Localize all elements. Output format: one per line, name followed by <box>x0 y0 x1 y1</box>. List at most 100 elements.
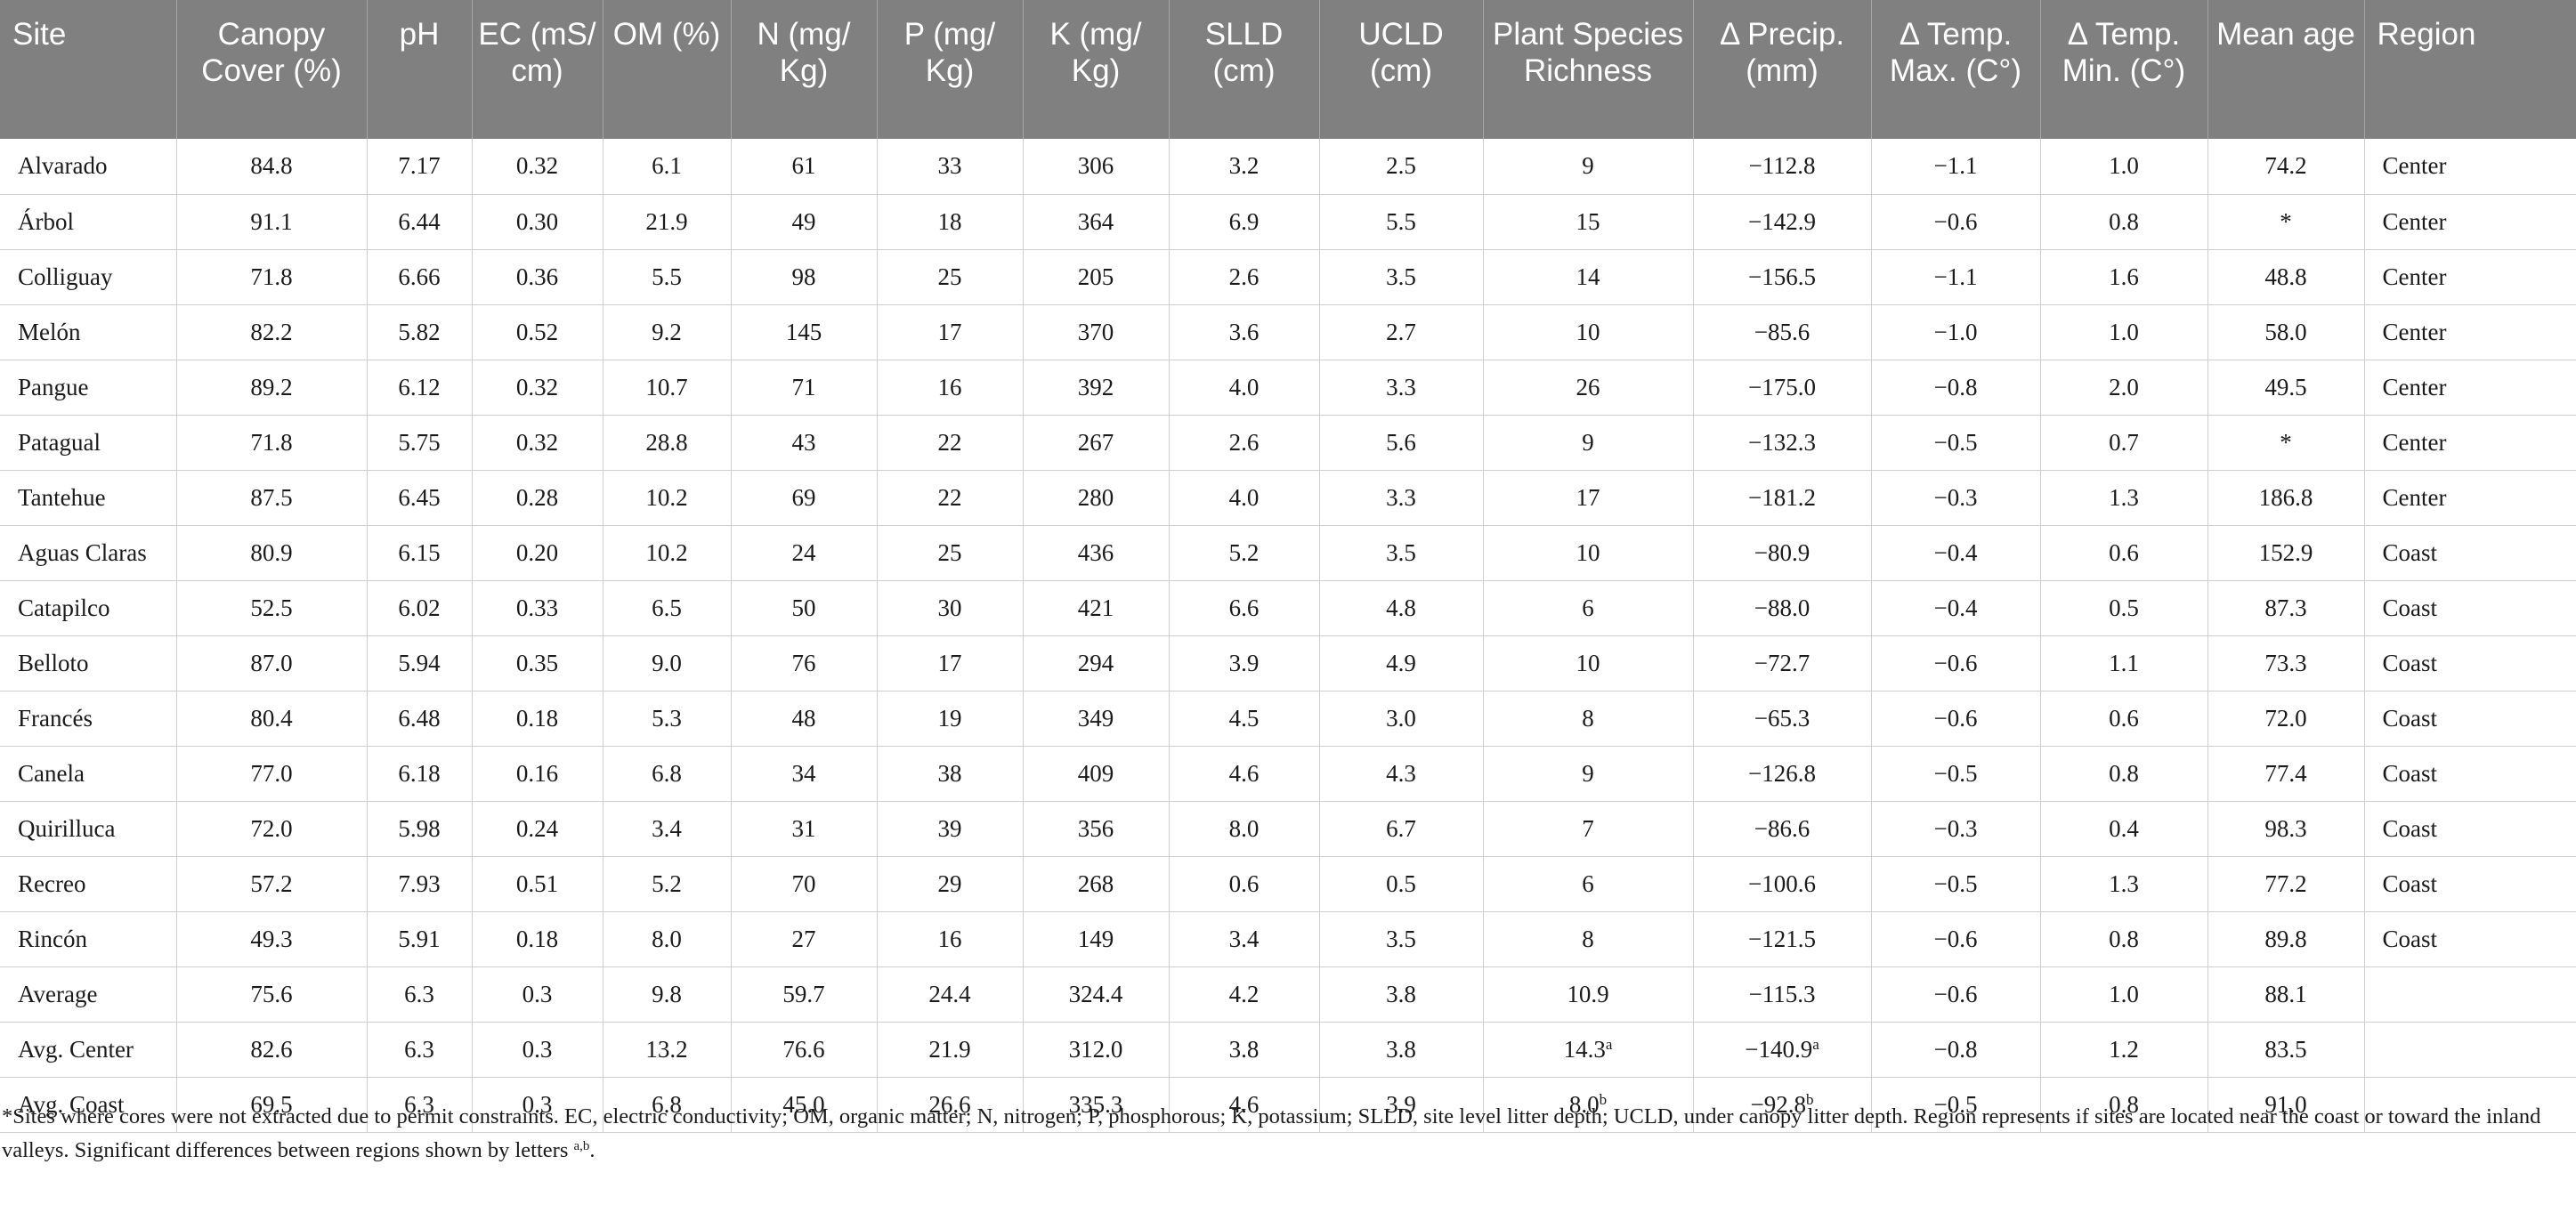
table-cell: −0.6 <box>1871 966 2041 1023</box>
table-cell: 9.0 <box>603 635 732 691</box>
table-cell: Center <box>2364 470 2576 526</box>
column-header: Δ Precip. (mm) <box>1693 0 1872 139</box>
table-cell: Aguas Claras <box>0 525 177 581</box>
cell-value: 1.1 <box>2109 649 2139 676</box>
table-cell: 21.9 <box>877 1022 1024 1078</box>
table-cell: 6.44 <box>367 194 473 250</box>
table-cell: 6.12 <box>367 360 473 416</box>
table-cell: 77.2 <box>2207 856 2365 912</box>
table-cell: 0.5 <box>1319 856 1484 912</box>
table-cell: 19 <box>877 691 1024 747</box>
cell-value: Canela <box>18 759 85 787</box>
cell-value: 1.3 <box>2109 483 2139 511</box>
cell-value: 5.5 <box>652 263 682 290</box>
cell-value: 5.2 <box>1228 538 1260 566</box>
table-cell: 0.32 <box>472 139 603 195</box>
cell-value: 3.8 <box>1386 980 1416 1007</box>
table-cell: 267 <box>1023 415 1170 471</box>
cell-value: 0.6 <box>2109 538 2139 566</box>
significance-letter: b <box>1599 1090 1608 1108</box>
table-cell: Patagual <box>0 415 177 471</box>
cell-value: 267 <box>1077 428 1114 456</box>
table-cell: 75.6 <box>176 966 368 1023</box>
cell-value: 0.6 <box>2109 704 2139 732</box>
cell-value: 2.0 <box>2109 373 2139 400</box>
cell-value: 83.5 <box>2264 1035 2307 1063</box>
table-row: Quirilluca 72.0 5.98 0.24 3.4 31 39 356 8.0 6.7 7 −… <box>0 801 2576 857</box>
table-cell: 409 <box>1023 746 1170 802</box>
table-cell: 21.9 <box>603 194 732 250</box>
cell-value: 0.6 <box>1228 869 1260 897</box>
table-cell: Coast <box>2364 691 2576 747</box>
cell-value: 0.28 <box>515 483 559 511</box>
cell-value: 436 <box>1077 538 1114 566</box>
table-cell: −0.8 <box>1871 360 2041 416</box>
table-cell: 0.5 <box>2040 580 2208 636</box>
table-cell: 0.6 <box>2040 525 2208 581</box>
cell-value: Center <box>2382 263 2447 290</box>
footnote-end: . <box>589 1138 595 1162</box>
cell-value: −0.3 <box>1933 483 1978 511</box>
cell-value: 364 <box>1077 207 1114 235</box>
table-row: Recreo 57.2 7.93 0.51 5.2 70 29 268 0.6 0.5 6 −100.… <box>0 856 2576 912</box>
table-cell: Canela <box>0 746 177 802</box>
cell-value: 43 <box>791 428 816 456</box>
table-cell: 370 <box>1023 304 1170 360</box>
cell-value: 24 <box>791 538 816 566</box>
table-cell: 364 <box>1023 194 1170 250</box>
cell-value: 2.6 <box>1228 263 1260 290</box>
cell-value: 13.2 <box>645 1035 688 1063</box>
table-cell: 8 <box>1483 691 1694 747</box>
cell-value: 3.3 <box>1386 373 1416 400</box>
cell-value: Coast <box>2382 869 2438 897</box>
cell-value: 205 <box>1077 263 1114 290</box>
cell-value: 294 <box>1077 649 1114 676</box>
cell-value: −132.3 <box>1748 428 1816 456</box>
cell-value: −1.1 <box>1933 263 1978 290</box>
table-cell: 71.8 <box>176 249 368 305</box>
table-cell: −121.5 <box>1693 911 1872 967</box>
table-row: Average 75.6 6.3 0.3 9.8 59.7 24.4 324.4 4.2 3.8 1… <box>0 966 2576 1023</box>
cell-value: 57.2 <box>250 869 293 897</box>
table-cell: 48.8 <box>2207 249 2365 305</box>
cell-value: 3.9 <box>1386 1090 1416 1118</box>
cell-value: 0.18 <box>515 704 559 732</box>
cell-value: 70 <box>791 869 816 897</box>
cell-value: 6.12 <box>398 373 441 400</box>
table-cell: 5.94 <box>367 635 473 691</box>
table-cell: 91.1 <box>176 194 368 250</box>
table-cell: −0.3 <box>1871 470 2041 526</box>
table-cell: 72.0 <box>2207 691 2365 747</box>
table-cell: −132.3 <box>1693 415 1872 471</box>
cell-value: −156.5 <box>1748 263 1816 290</box>
table-cell: 10.9 <box>1483 966 1694 1023</box>
table-cell: 4.8 <box>1319 580 1484 636</box>
cell-value: 91.1 <box>250 207 293 235</box>
table-cell: 356 <box>1023 801 1170 857</box>
cell-value: −126.8 <box>1748 759 1816 787</box>
table-cell: Coast <box>2364 635 2576 691</box>
table-cell: 6.15 <box>367 525 473 581</box>
column-header: Canopy Cover (%) <box>176 0 368 139</box>
cell-value: 28.8 <box>645 428 688 456</box>
cell-value: 145 <box>785 318 822 345</box>
table-cell: 13.2 <box>603 1022 732 1078</box>
table-cell: 145 <box>731 304 878 360</box>
table-cell: 57.2 <box>176 856 368 912</box>
cell-value: 10.2 <box>645 483 688 511</box>
cell-value: 84.8 <box>250 152 293 180</box>
table-cell: 0.3 <box>472 966 603 1023</box>
cell-value: 80.4 <box>250 704 293 732</box>
table-cell: 70 <box>731 856 878 912</box>
cell-value: −0.6 <box>1933 649 1978 676</box>
cell-value: 77.4 <box>2264 759 2307 787</box>
table-cell: 1.2 <box>2040 1022 2208 1078</box>
table-cell: 3.2 <box>1169 139 1320 195</box>
cell-value: 3.5 <box>1386 263 1416 290</box>
cell-value: 22 <box>937 428 962 456</box>
table-cell: −156.5 <box>1693 249 1872 305</box>
table-cell: Average <box>0 966 177 1023</box>
cell-value: −0.3 <box>1933 814 1978 842</box>
cell-value: 74.2 <box>2264 152 2307 180</box>
table-cell: −0.5 <box>1871 746 2041 802</box>
